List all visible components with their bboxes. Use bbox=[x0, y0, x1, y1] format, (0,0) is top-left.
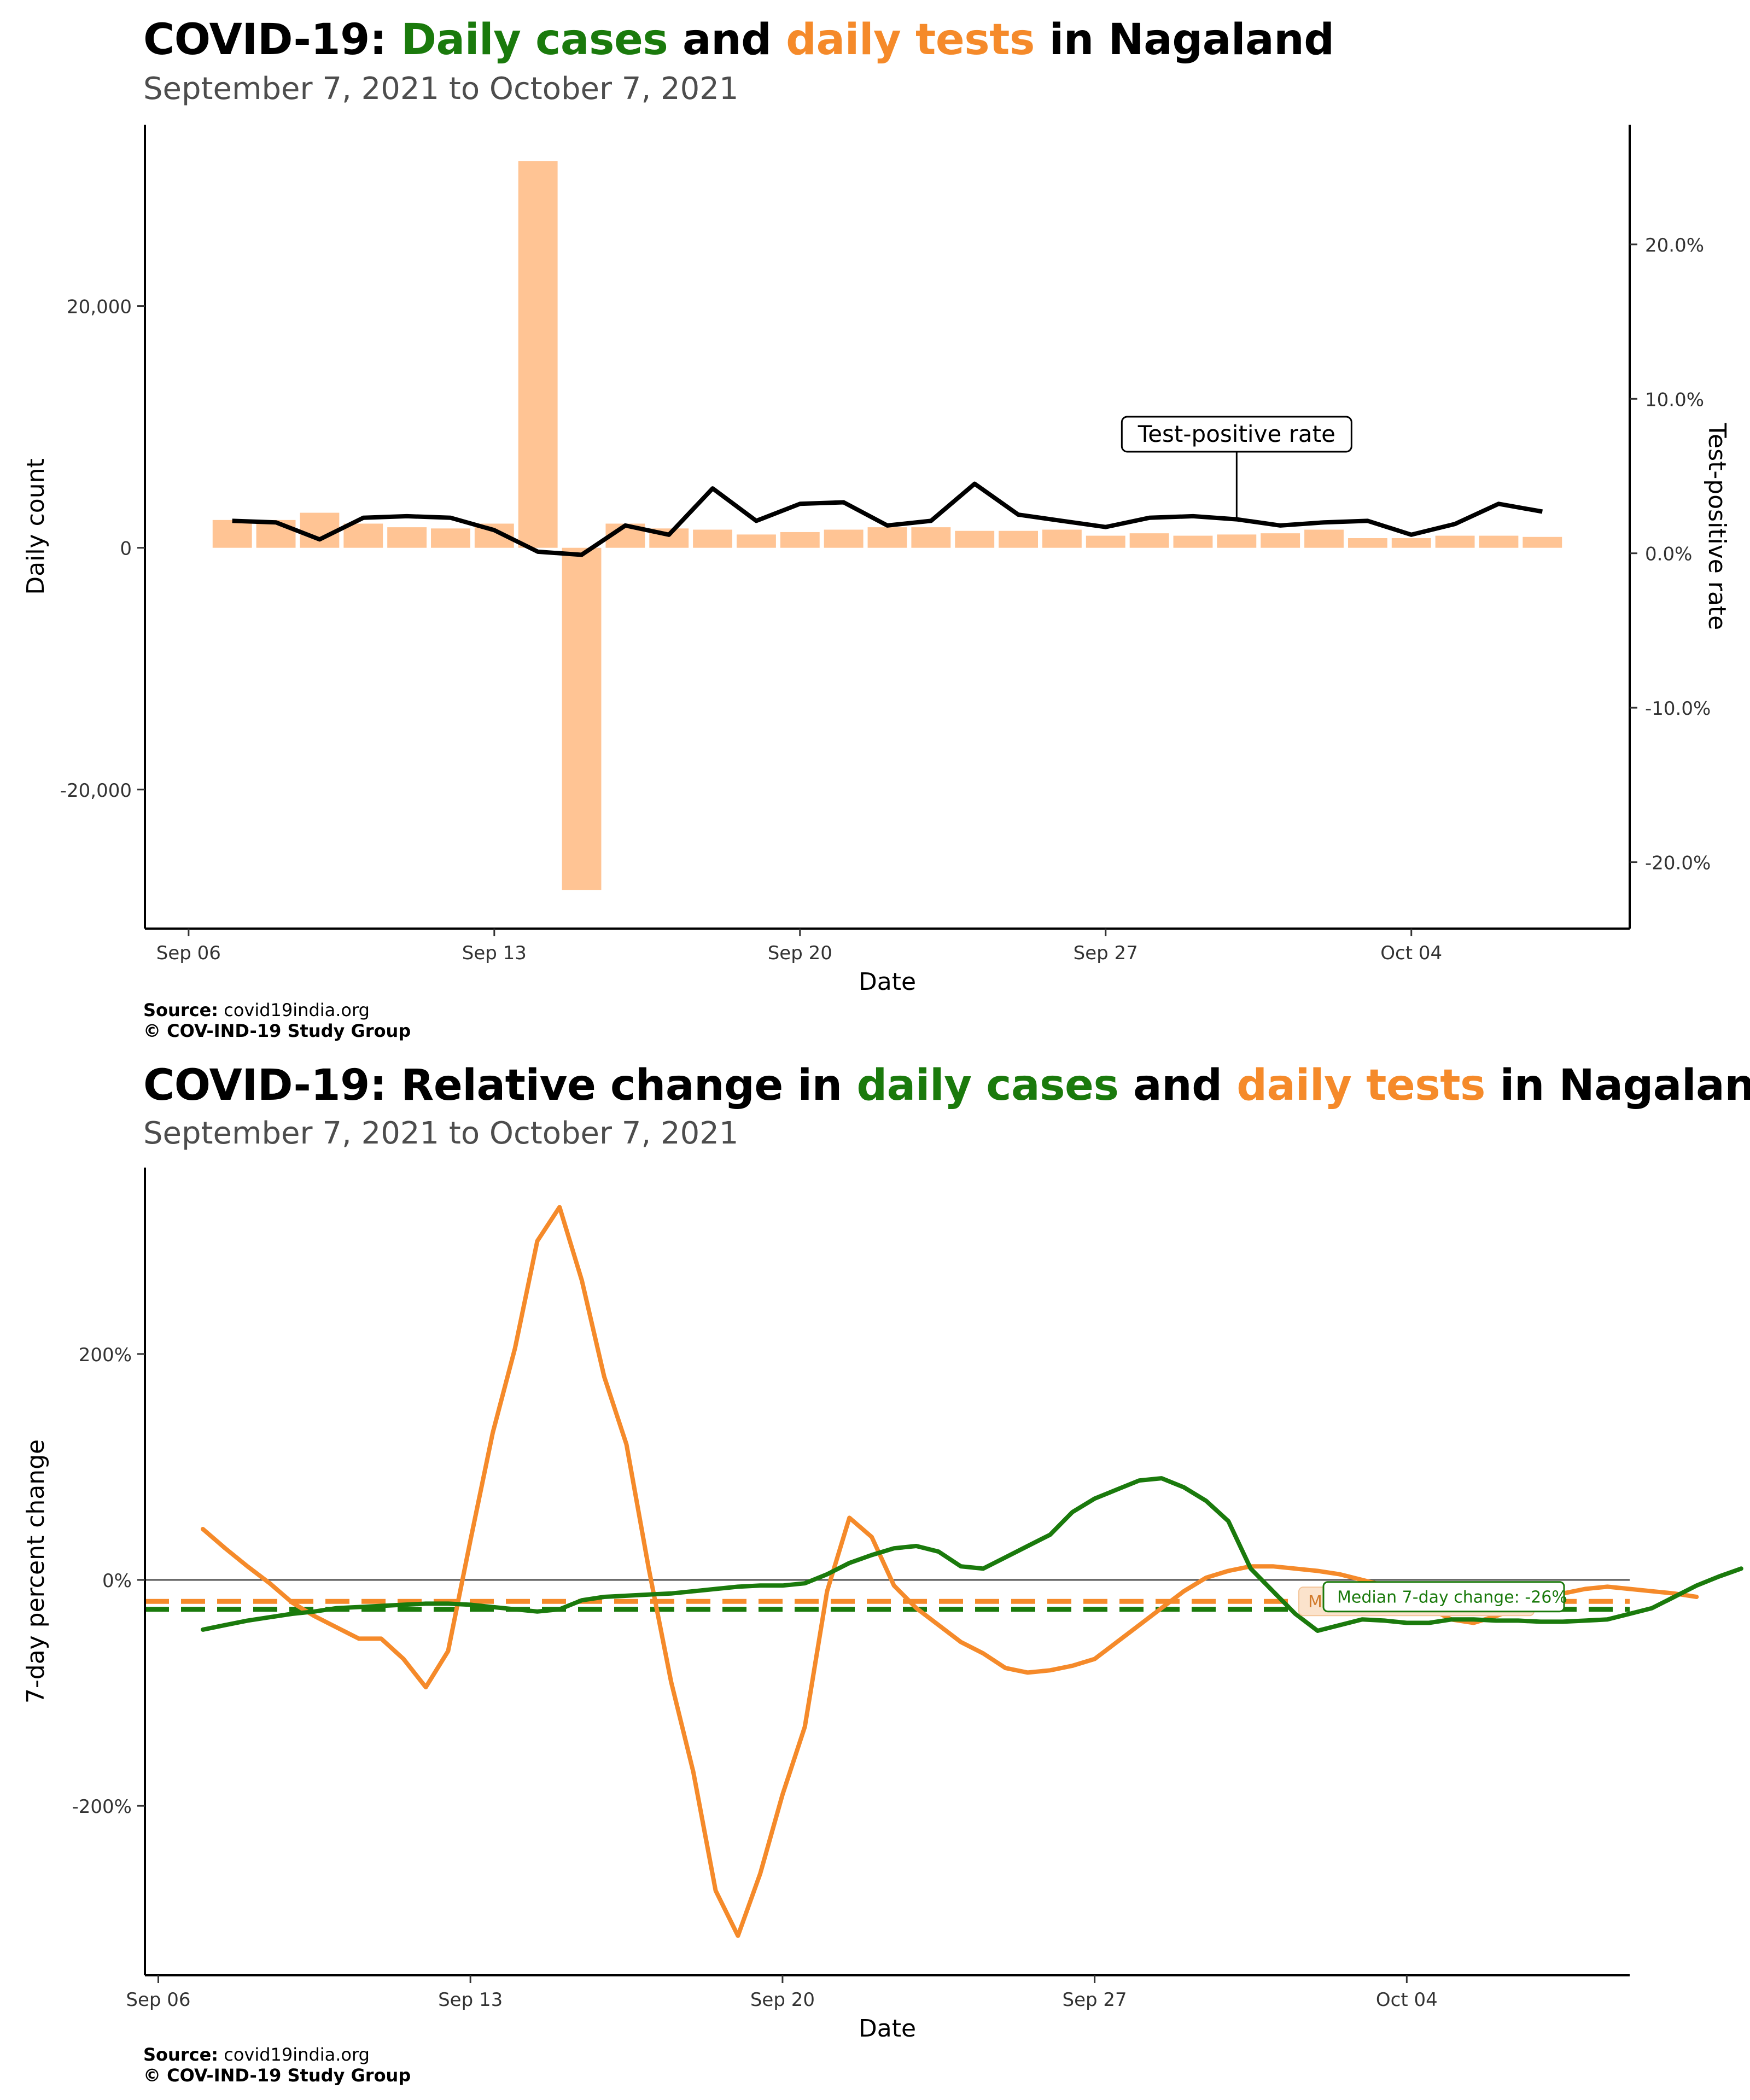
daily-tests-bar bbox=[1391, 538, 1431, 548]
x-tick-label: Sep 06 bbox=[156, 942, 221, 964]
daily-tests-bar bbox=[955, 530, 995, 548]
y-axis-title: Daily count bbox=[22, 458, 50, 594]
daily-tests-bar bbox=[1522, 536, 1562, 548]
daily-tests-bar bbox=[1435, 535, 1475, 548]
daily-cases-tests-chart: Test-positive rate 20,000 0 -20,000 20.0% 10.… bbox=[22, 125, 1731, 996]
test-positive-rate-line bbox=[232, 481, 1543, 557]
y2-tick-label: 10.0% bbox=[1645, 389, 1704, 411]
daily-tests-bar bbox=[999, 530, 1038, 548]
y2-tick-label: 20.0% bbox=[1645, 235, 1704, 256]
daily-tests-bar bbox=[343, 523, 383, 548]
y-tick-label: -200% bbox=[72, 1796, 132, 1818]
x-axis-title: Date bbox=[859, 968, 916, 996]
daily-tests-bar bbox=[518, 161, 558, 548]
y-tick-label: -20,000 bbox=[60, 780, 132, 802]
x-tick-label: Sep 27 bbox=[1074, 942, 1138, 964]
daily-tests-bar bbox=[1304, 529, 1344, 548]
title-cases-word: daily cases bbox=[856, 1061, 1119, 1110]
daily-tests-bar bbox=[693, 529, 733, 548]
daily-tests-bar bbox=[387, 527, 427, 548]
daily-tests-bar bbox=[431, 528, 470, 548]
x-tick-label: Oct 04 bbox=[1376, 1989, 1438, 2011]
daily-tests-bar bbox=[867, 527, 907, 548]
daily-tests-bar bbox=[1086, 535, 1125, 548]
daily-tests-bar bbox=[1173, 535, 1213, 548]
title-tests-word: daily tests bbox=[786, 15, 1035, 65]
daily-tests-bar bbox=[1129, 533, 1169, 548]
daily-tests-bar bbox=[1217, 534, 1257, 548]
daily-tests-bar bbox=[300, 512, 340, 548]
daily-tests-bar bbox=[1042, 529, 1082, 548]
x-axis-title: Date bbox=[859, 2015, 916, 2043]
title-cases-word: Daily cases bbox=[401, 15, 668, 65]
cases-change-line bbox=[201, 1476, 1743, 1633]
cases-median-label-box bbox=[1322, 1581, 1565, 1613]
annotation-label: Test-positive rate bbox=[1138, 421, 1335, 447]
x-tick-label: Sep 27 bbox=[1063, 1989, 1127, 2011]
x-tick-label: Oct 04 bbox=[1380, 942, 1442, 964]
x-tick-label: Sep 20 bbox=[768, 942, 832, 964]
x-tick-label: Sep 06 bbox=[126, 1989, 190, 2011]
daily-tests-bar bbox=[780, 532, 820, 548]
x-tick-label: Sep 20 bbox=[750, 1989, 815, 2011]
chart2-subtitle: September 7, 2021 to October 7, 2021 bbox=[143, 1116, 739, 1151]
chart1-title: COVID-19: Daily cases and daily tests in… bbox=[143, 15, 1334, 65]
y-tick-label: 20,000 bbox=[67, 296, 132, 318]
relative-change-chart: Median 7-day change: -19%Median 7-day ch… bbox=[22, 1168, 1743, 2043]
daily-tests-bar bbox=[911, 527, 951, 548]
y2-axis-title: Test-positive rate bbox=[1703, 423, 1731, 630]
daily-tests-bar bbox=[824, 529, 864, 548]
y-axis-title: 7-day percent change bbox=[22, 1439, 50, 1704]
daily-tests-bar bbox=[1479, 535, 1519, 548]
y2-tick-label: 0.0% bbox=[1645, 544, 1692, 565]
daily-tests-bar bbox=[1348, 538, 1387, 548]
tests-change-line bbox=[201, 1205, 1699, 1938]
title-tests-word: daily tests bbox=[1236, 1061, 1485, 1110]
x-tick-label: Sep 13 bbox=[438, 1989, 503, 2011]
y-tick-label: 0% bbox=[102, 1570, 132, 1592]
y-tick-label: 200% bbox=[79, 1344, 132, 1366]
annotation-box bbox=[1121, 416, 1352, 453]
chart1-footer: Source: covid19india.org © COV-IND-19 St… bbox=[143, 1000, 411, 1041]
cases-median-label: Median 7-day change: -26% bbox=[1337, 1588, 1567, 1607]
daily-tests-bar bbox=[1261, 533, 1300, 548]
daily-tests-bar bbox=[737, 534, 776, 548]
chart2-title: COVID-19: Relative change in daily cases… bbox=[143, 1061, 1750, 1110]
y-tick-label: 0 bbox=[120, 538, 132, 560]
daily-tests-bar bbox=[212, 520, 252, 548]
chart1-subtitle: September 7, 2021 to October 7, 2021 bbox=[143, 71, 739, 107]
daily-tests-bar bbox=[562, 547, 602, 890]
chart2-footer: Source: covid19india.org © COV-IND-19 St… bbox=[143, 2044, 411, 2086]
y2-tick-label: -20.0% bbox=[1645, 853, 1711, 874]
x-tick-label: Sep 13 bbox=[462, 942, 527, 964]
y2-tick-label: -10.0% bbox=[1645, 698, 1711, 720]
